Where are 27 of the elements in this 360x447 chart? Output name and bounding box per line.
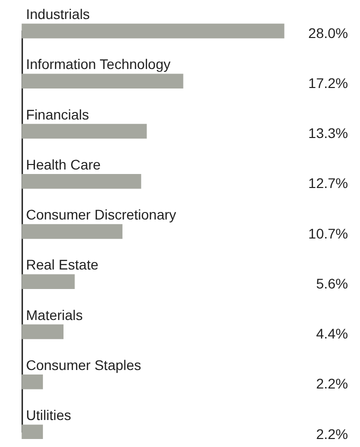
data-label: 2.2%	[316, 376, 348, 392]
data-label: 28.0%	[308, 24, 348, 41]
y-tick-label: Consumer Discretionary	[26, 206, 176, 222]
bar	[22, 124, 147, 139]
y-tick-label: Materials	[26, 306, 83, 323]
data-label: 2.2%	[316, 426, 348, 442]
bar	[22, 74, 184, 88]
data-label: 13.3%	[308, 125, 348, 142]
data-label: 10.7%	[308, 225, 348, 242]
data-label: 12.7%	[308, 175, 348, 192]
data-label: 5.6%	[316, 275, 348, 292]
data-label: 17.2%	[308, 74, 348, 91]
y-tick-label: Financials	[26, 106, 90, 122]
bar	[22, 224, 122, 239]
y-tick-label: Industrials	[26, 6, 90, 22]
bar	[22, 424, 43, 439]
data-label: 4.4%	[316, 326, 348, 342]
y-tick-label: Utilities	[26, 407, 72, 423]
bar	[22, 24, 284, 38]
y-tick-label: Information Technology	[26, 56, 170, 72]
bar	[22, 174, 142, 189]
y-tick-label: Health Care	[26, 156, 101, 172]
y-tick-label: Real Estate	[26, 256, 99, 273]
bar	[22, 374, 43, 390]
bar	[22, 274, 75, 289]
y-tick-label: Consumer Staples	[26, 356, 142, 373]
bar	[22, 324, 64, 340]
